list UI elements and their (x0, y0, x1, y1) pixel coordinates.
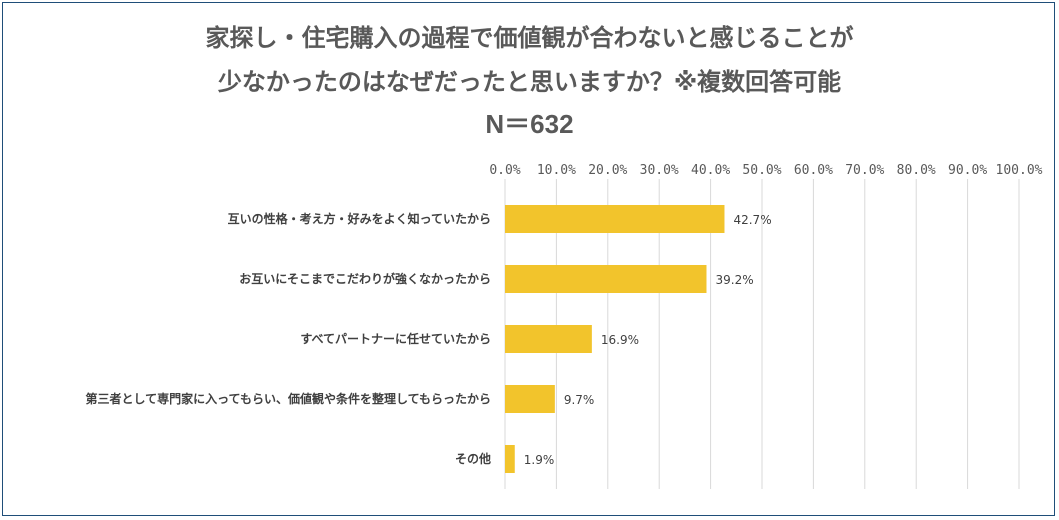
data-label: 39.2% (715, 273, 753, 287)
x-tick-label: 10.0% (537, 163, 576, 178)
x-tick-label: 70.0% (845, 163, 884, 178)
x-tick-label: 100.0% (996, 163, 1043, 178)
x-tick-label: 80.0% (897, 163, 936, 178)
category-label: その他 (455, 451, 491, 466)
chart-title-line1: 家探し・住宅購入の過程で価値観が合わないと感じることが (205, 24, 854, 52)
x-tick-label: 30.0% (640, 163, 679, 178)
bar-chart-plot: 0.0% 10.0% 20.0% 30.0% 40.0% 50.0% 60.0% 70.0% 8… (86, 163, 1043, 489)
data-label: 42.7% (733, 213, 771, 227)
bar (505, 325, 592, 353)
category-label: すべてパートナーに任せていたから (300, 331, 491, 346)
category-label: 互いの性格・考え方・好みをよく知っていたから (228, 211, 491, 226)
data-label: 1.9% (524, 453, 555, 467)
data-label: 16.9% (601, 333, 639, 347)
x-tick-label: 20.0% (588, 163, 627, 178)
x-tick-label: 40.0% (691, 163, 730, 178)
sample-size-label: N＝632 (485, 109, 574, 139)
category-label: お互いにそこまでこだわりが強くなかったから (239, 271, 491, 286)
x-tick-label: 90.0% (948, 163, 987, 178)
data-label: 9.7% (564, 393, 595, 407)
bar (505, 445, 515, 473)
bar (505, 205, 725, 233)
bar (505, 385, 555, 413)
x-tick-label: 50.0% (742, 163, 781, 178)
category-label: 第三者として専門家に入ってもらい、価値観や条件を整理してもらったから (86, 391, 491, 406)
chart-title-line2: 少なかったのはなぜだったと思いますか？※複数回答可能 (217, 68, 842, 96)
bar (505, 265, 707, 293)
x-tick-label: 0.0% (489, 163, 520, 178)
x-tick-label: 60.0% (794, 163, 833, 178)
